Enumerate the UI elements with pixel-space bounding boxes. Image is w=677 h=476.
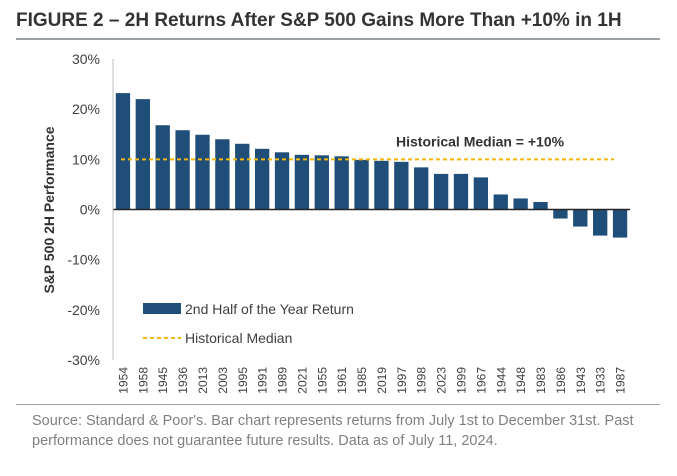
x-tick-label: 1989 xyxy=(276,367,290,394)
bar-1987 xyxy=(612,209,628,238)
x-tick-label: 1936 xyxy=(176,367,190,394)
figure-title: FIGURE 2 – 2H Returns After S&P 500 Gain… xyxy=(16,10,622,31)
x-tick-label: 1983 xyxy=(534,367,548,394)
source-note: Source: Standard & Poor's. Bar chart rep… xyxy=(32,413,634,449)
bar-1989 xyxy=(274,152,290,210)
bar-1985 xyxy=(354,159,369,210)
x-tick-label: 2003 xyxy=(216,367,230,394)
bar-1986 xyxy=(553,209,568,219)
x-tick-label: 1997 xyxy=(395,367,409,394)
x-tick-label: 1948 xyxy=(514,367,528,394)
legend: 2nd Half of the Year Return Historical M… xyxy=(143,301,354,346)
x-tick-label: 1945 xyxy=(156,367,170,394)
x-tick-label: 1954 xyxy=(116,367,130,394)
x-tick-label: 1955 xyxy=(315,367,329,394)
bar-1958 xyxy=(135,99,150,210)
x-tick-label: 2021 xyxy=(295,367,309,394)
footer-divider xyxy=(16,404,660,405)
bar-2023 xyxy=(433,173,449,210)
bar-1955 xyxy=(314,155,329,210)
bars-group xyxy=(115,93,628,238)
x-tick-label: 1987 xyxy=(614,367,628,394)
x-tick-label: 1999 xyxy=(455,367,469,394)
bar-1948 xyxy=(513,198,528,210)
x-tick-label: 1986 xyxy=(554,367,568,394)
y-tick-label: -10% xyxy=(67,252,100,268)
x-tick-label: 1944 xyxy=(494,367,508,394)
x-tick-label: 1961 xyxy=(335,367,349,394)
bar-1943 xyxy=(573,209,588,227)
y-tick-label: -30% xyxy=(67,352,100,368)
bar-1998 xyxy=(414,167,429,210)
x-tick-label: 2019 xyxy=(375,367,389,394)
x-axis-labels: 1954 1958 1945 1936 2013 2003 1995 1991 1989 2021… xyxy=(116,367,627,394)
legend-bar-label: 2nd Half of the Year Return xyxy=(185,301,354,317)
bar-1944 xyxy=(493,194,508,210)
x-tick-label: 1943 xyxy=(574,367,588,394)
y-tick-label: 0% xyxy=(80,202,100,218)
legend-bar-swatch xyxy=(143,303,181,314)
y-tick-label: 10% xyxy=(72,151,100,167)
y-axis-title: S&P 500 2H Performance xyxy=(41,126,57,293)
bar-1999 xyxy=(453,173,469,210)
bar-2021 xyxy=(294,154,310,210)
legend-median-label: Historical Median xyxy=(185,330,292,346)
y-tick-label: 20% xyxy=(72,101,100,117)
x-tick-label: 2023 xyxy=(435,367,449,394)
bar-1936 xyxy=(175,130,190,210)
y-axis-ticks: 30% 20% 10% 0% -10% -20% -30% xyxy=(67,51,100,368)
bar-1967 xyxy=(473,177,489,210)
bar-2013 xyxy=(195,134,210,210)
bar-1945 xyxy=(155,125,170,210)
x-tick-label: 1998 xyxy=(415,367,429,394)
bar-1995 xyxy=(235,143,250,210)
y-tick-label: -20% xyxy=(67,302,100,318)
x-tick-label: 1933 xyxy=(594,367,608,394)
x-tick-label: 1995 xyxy=(236,367,250,394)
title-divider xyxy=(16,38,660,40)
x-tick-label: 1967 xyxy=(474,367,488,394)
bar-1991 xyxy=(254,148,270,210)
historical-median-label: Historical Median = +10% xyxy=(396,133,565,149)
x-tick-label: 2013 xyxy=(196,367,210,394)
y-tick-label: 30% xyxy=(72,51,100,67)
bar-2003 xyxy=(215,139,230,210)
bar-1961 xyxy=(334,156,349,210)
bar-1933 xyxy=(593,209,608,236)
bar-2019 xyxy=(374,160,389,210)
bar-1954 xyxy=(115,93,131,210)
x-tick-label: 1958 xyxy=(136,367,150,394)
x-tick-label: 1985 xyxy=(355,367,369,394)
bar-1983 xyxy=(533,201,548,210)
bar-1997 xyxy=(394,161,409,210)
x-tick-label: 1991 xyxy=(256,367,270,394)
